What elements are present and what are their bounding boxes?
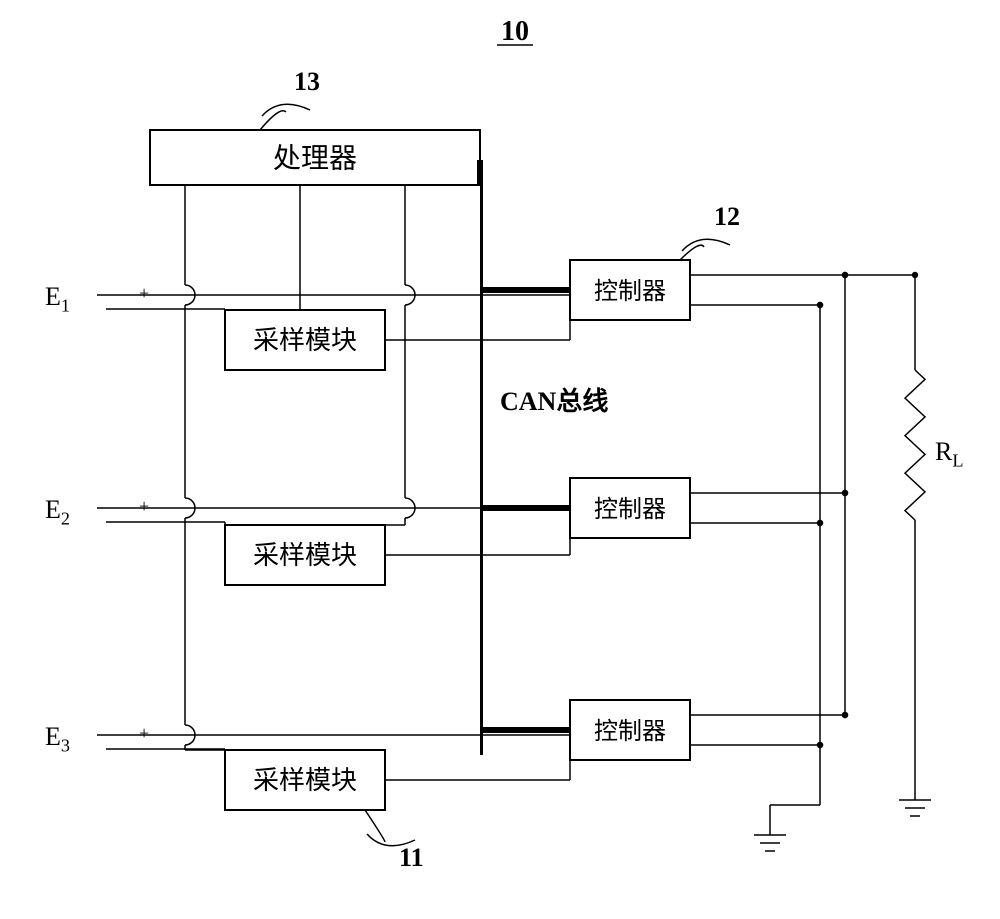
processor-label: 处理器 xyxy=(273,143,357,175)
text: + xyxy=(139,283,149,303)
battery-2: +−E2 xyxy=(45,495,149,532)
can-bus-label: CAN总线 xyxy=(500,387,608,416)
text: 采样模块 xyxy=(253,326,357,355)
circuit-diagram: 10处理器13采样模块采样模块采样模块控制器控制器控制器1211+−E1+−E2… xyxy=(0,0,1000,919)
text: 12 xyxy=(714,202,740,231)
controller-label-2: 控制器 xyxy=(594,496,666,523)
text: 采样模块 xyxy=(253,766,357,795)
controller-badge: 12 xyxy=(682,202,740,251)
resistor-label: RL xyxy=(935,437,963,471)
load-resistor xyxy=(905,370,925,520)
battery-label-2: E2 xyxy=(45,495,70,529)
battery-3: +−E3 xyxy=(45,722,149,759)
battery-1: +−E1 xyxy=(45,282,149,319)
text: 采样模块 xyxy=(253,541,357,570)
sampler-badge: 11 xyxy=(367,834,424,872)
processor-badge: 13 xyxy=(262,67,320,116)
battery-label-3: E3 xyxy=(45,722,70,756)
figure-ref: 10 xyxy=(501,16,529,47)
battery-label-1: E1 xyxy=(45,282,70,316)
text: 11 xyxy=(399,843,424,872)
controller-label-1: 控制器 xyxy=(594,278,666,305)
text: + xyxy=(139,723,149,743)
controller-label-3: 控制器 xyxy=(594,718,666,745)
text: + xyxy=(139,496,149,516)
text: 13 xyxy=(294,67,320,96)
